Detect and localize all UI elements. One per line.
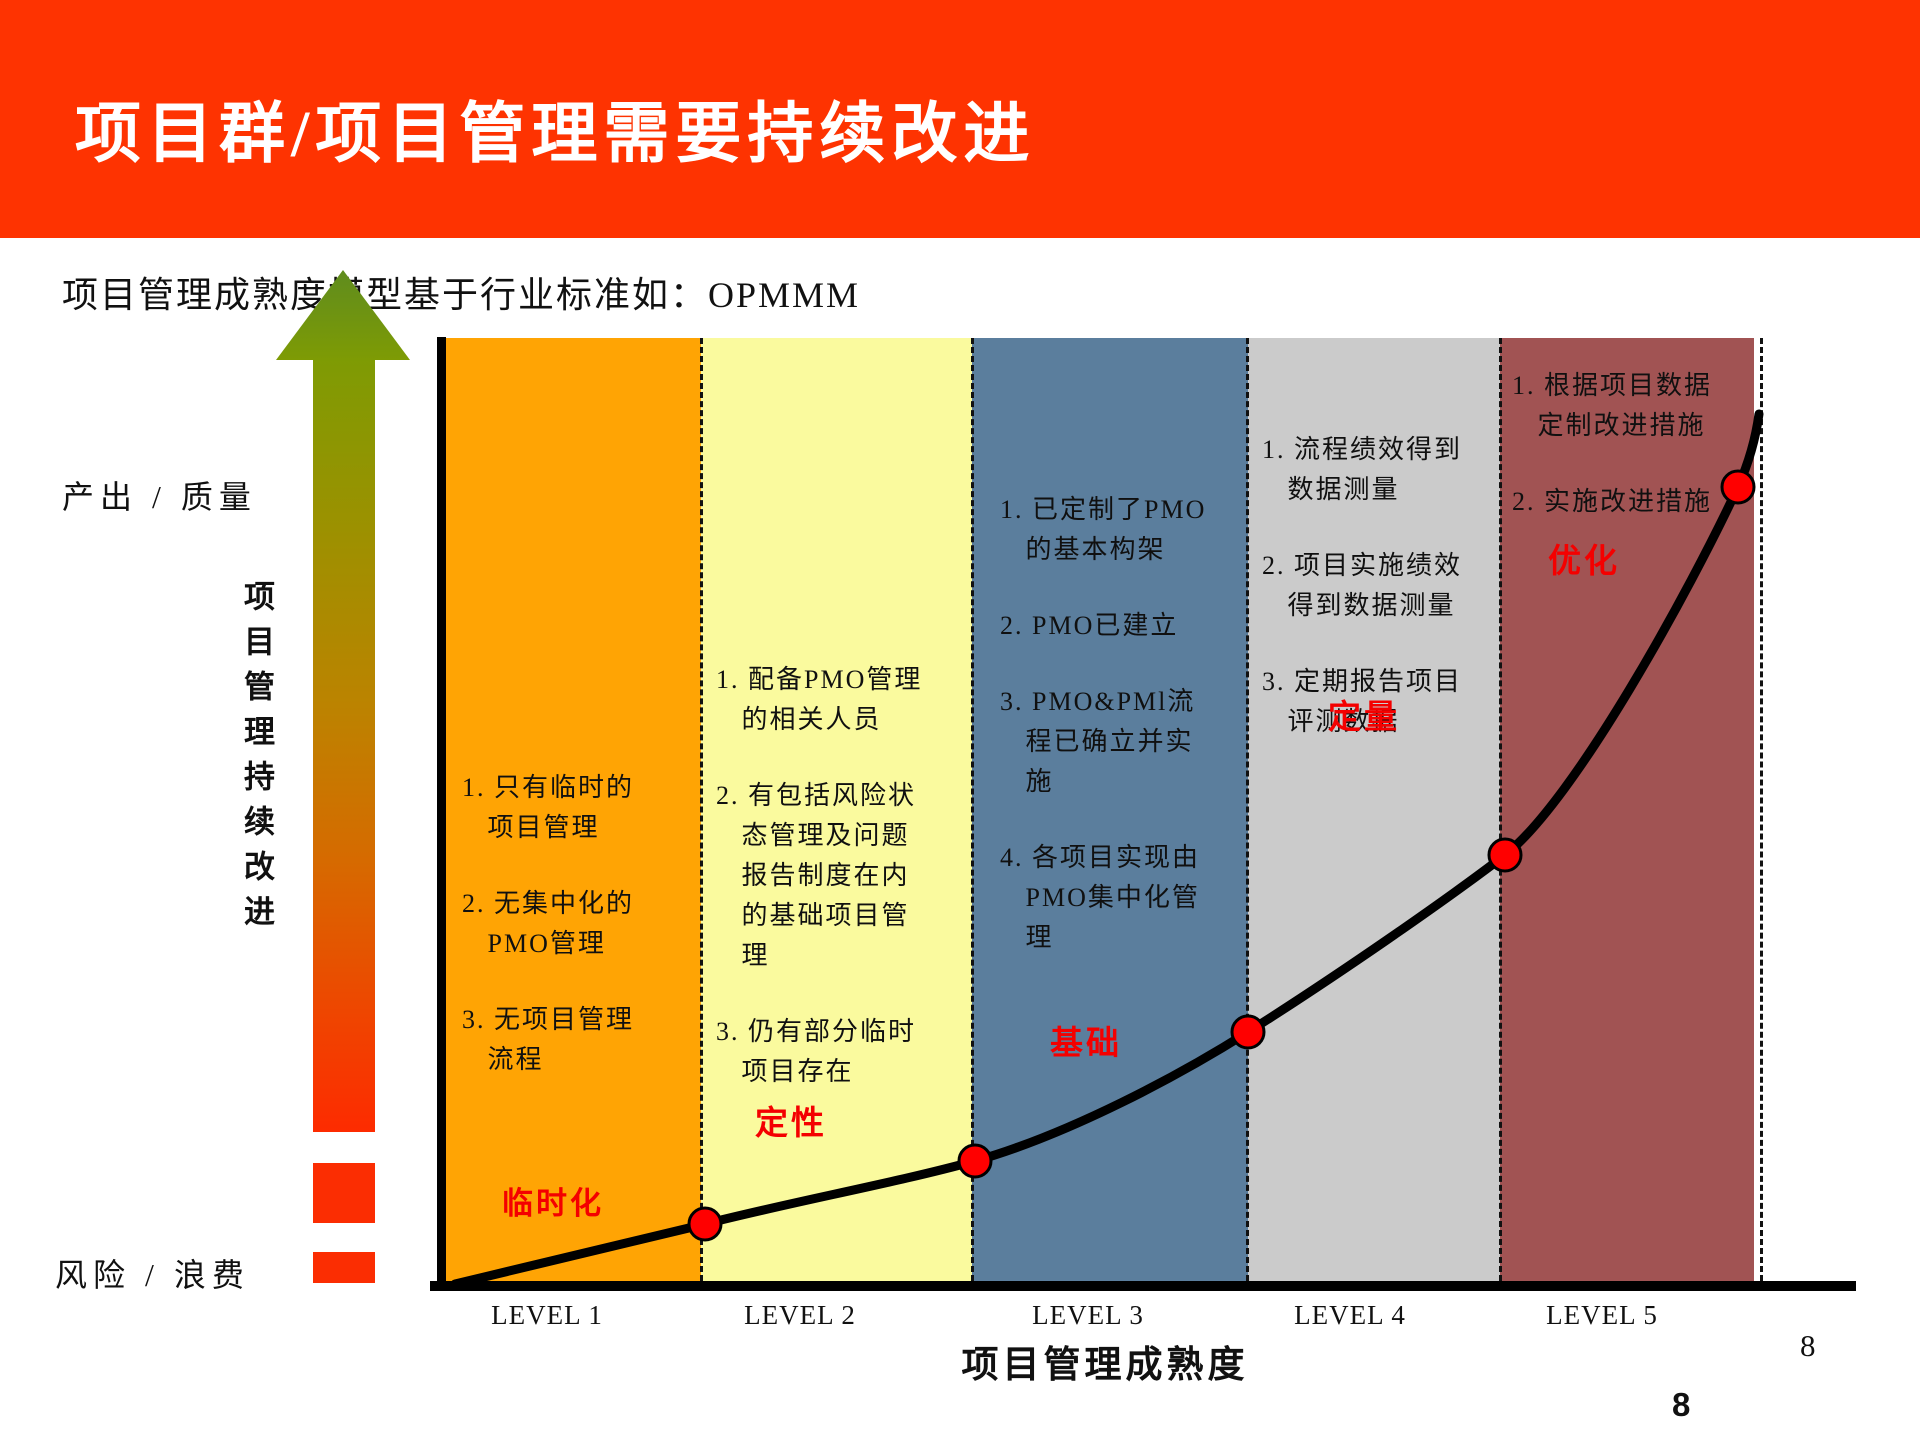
level-4-items: 1. 流程绩效得到 数据测量 2. 项目实施绩效 得到数据测量 3. 定期报告项…: [1262, 430, 1512, 778]
stage-label-foundation: 基础: [1050, 1026, 1122, 1062]
subtitle: 项目管理成熟度模型基于行业标准如：OPMMM: [62, 275, 861, 315]
maturity-item: 3. 仍有部分临时 项目存在: [716, 1017, 917, 1086]
arrow-shaft: [313, 358, 375, 1132]
maturity-item: 1. 根据项目数据 定制改进措施: [1512, 371, 1713, 440]
stage-label-quantitative: 定量: [1328, 700, 1400, 736]
level-3-items: 1. 已定制了PMO 的基本构架 2. PMO已建立 3. PMO&PMl流 程…: [1000, 490, 1250, 994]
arrow-dash-segment: [313, 1252, 375, 1283]
x-tick-level-1: LEVEL 1: [491, 1300, 603, 1330]
arrow-dash-segment: [313, 1163, 375, 1223]
x-axis: [430, 1281, 1856, 1291]
header-banner: 项目群/项目管理需要持续改进: [0, 0, 1920, 238]
maturity-item: 2. 有包括风险状 态管理及问题 报告制度在内 的基础项目管 理: [716, 781, 917, 970]
maturity-item: 3. PMO&PMl流 程已确立并实 施: [1000, 687, 1196, 796]
maturity-item: 2. 实施改进措施: [1512, 487, 1713, 516]
page-number-bold: 8: [1672, 1386, 1691, 1423]
maturity-item: 1. 配备PMO管理 的相关人员: [716, 665, 923, 734]
page-number-small: 8: [1800, 1328, 1816, 1363]
y-axis: [437, 337, 446, 1291]
stage-label-qualitative: 定性: [755, 1106, 827, 1142]
level-5-items: 1. 根据项目数据 定制改进措施 2. 实施改进措施: [1512, 366, 1760, 558]
maturity-item: 2. PMO已建立: [1000, 611, 1179, 640]
level-1-items: 1. 只有临时的 项目管理 2. 无集中化的 PMO管理 3. 无项目管理 流程: [462, 768, 697, 1116]
stage-label-adhoc: 临时化: [502, 1186, 604, 1221]
level-2-items: 1. 配备PMO管理 的相关人员 2. 有包括风险状 态管理及问题 报告制度在内…: [716, 660, 966, 1128]
maturity-item: 1. 已定制了PMO 的基本构架: [1000, 495, 1207, 564]
x-tick-level-5: LEVEL 5: [1546, 1300, 1658, 1330]
band-divider: [700, 338, 703, 1281]
maturity-item: 4. 各项目实现由 PMO集中化管 理: [1000, 843, 1201, 952]
maturity-item: 3. 无项目管理 流程: [462, 1005, 635, 1074]
x-axis-title: 项目管理成熟度: [961, 1345, 1249, 1386]
x-tick-level-4: LEVEL 4: [1294, 1300, 1406, 1330]
page-title: 项目群/项目管理需要持续改进: [75, 98, 1036, 171]
stage-label-optimized: 优化: [1548, 544, 1620, 580]
x-tick-level-2: LEVEL 2: [744, 1300, 856, 1330]
risk-waste-label: 风险 / 浪费: [55, 1257, 250, 1293]
output-quality-label: 产出 / 质量: [62, 479, 257, 515]
band-divider: [1760, 338, 1763, 1281]
maturity-item: 1. 只有临时的 项目管理: [462, 773, 635, 842]
maturity-item: 3. 定期报告项目 评测数据: [1262, 667, 1463, 736]
maturity-item: 2. 项目实施绩效 得到数据测量: [1262, 551, 1463, 620]
x-tick-level-3: LEVEL 3: [1032, 1300, 1144, 1330]
maturity-item: 2. 无集中化的 PMO管理: [462, 889, 635, 958]
maturity-item: 1. 流程绩效得到 数据测量: [1262, 435, 1463, 504]
band-divider: [971, 338, 974, 1281]
continuous-improvement-label: 项目管理持续改进: [239, 580, 274, 940]
